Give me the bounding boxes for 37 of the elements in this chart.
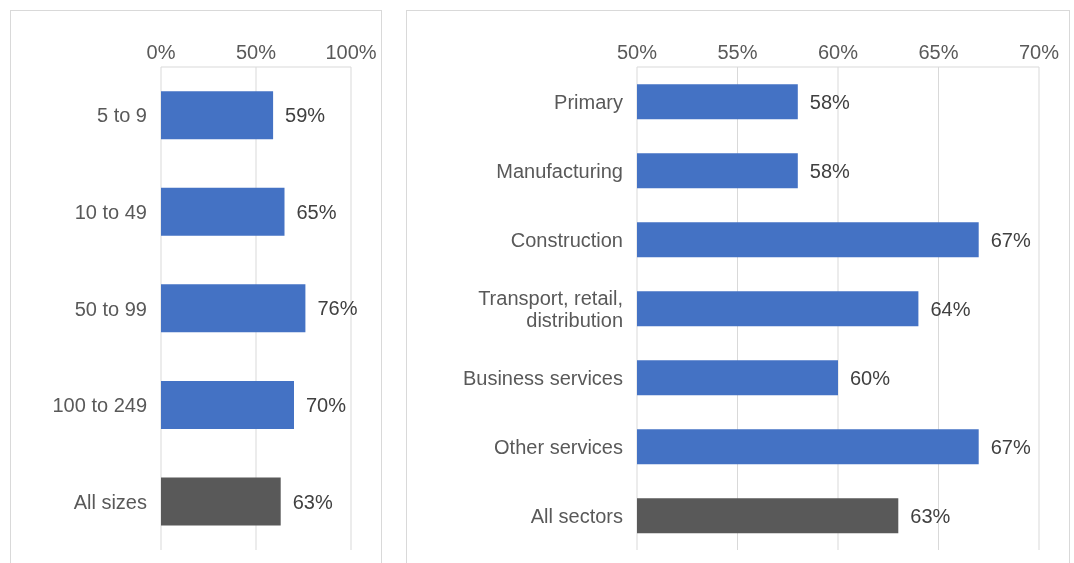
- bar: [161, 380, 294, 429]
- y-tick-label: 5 to 9: [96, 104, 147, 127]
- data-label: 70%: [306, 394, 347, 417]
- data-label: 64%: [930, 297, 971, 320]
- y-tick-label: All sectors: [530, 504, 623, 527]
- x-tick-label: 50%: [235, 41, 277, 63]
- y-tick-label: Other services: [494, 435, 623, 458]
- x-tick-label: 65%: [918, 41, 959, 63]
- data-label: 58%: [809, 159, 851, 182]
- bar: [161, 187, 285, 236]
- y-tick-label: Business services: [462, 366, 623, 389]
- bar: [161, 284, 306, 333]
- data-label: 59%: [285, 104, 326, 127]
- x-tick-label: 50%: [616, 41, 658, 63]
- y-tick-label: Transport, retail, distribution: [478, 286, 623, 331]
- bar: [161, 477, 281, 526]
- y-tick-label: 10 to 49: [74, 200, 147, 223]
- data-label: 67%: [990, 228, 1031, 251]
- y-tick-label: 100 to 249: [52, 394, 147, 417]
- data-label: 67%: [990, 435, 1031, 458]
- x-tick-label: 70%: [1018, 41, 1060, 63]
- data-label: 60%: [850, 366, 891, 389]
- y-tick-label: Manufacturing: [496, 159, 623, 182]
- bar: [161, 91, 274, 140]
- data-label: 65%: [296, 200, 337, 223]
- data-label: 63%: [910, 504, 951, 527]
- y-tick-label: All sizes: [73, 490, 147, 513]
- y-tick-label: Construction: [510, 228, 623, 251]
- y-tick-label: 50 to 99: [74, 297, 147, 320]
- x-tick-label: 60%: [817, 41, 859, 63]
- x-tick-label: 55%: [717, 41, 758, 63]
- data-label: 58%: [809, 90, 851, 113]
- data-label: 76%: [317, 297, 358, 320]
- data-label: 63%: [292, 490, 333, 513]
- x-tick-label: 0%: [146, 41, 176, 63]
- x-tick-label: 100%: [325, 41, 377, 63]
- y-tick-label: Primary: [554, 90, 623, 113]
